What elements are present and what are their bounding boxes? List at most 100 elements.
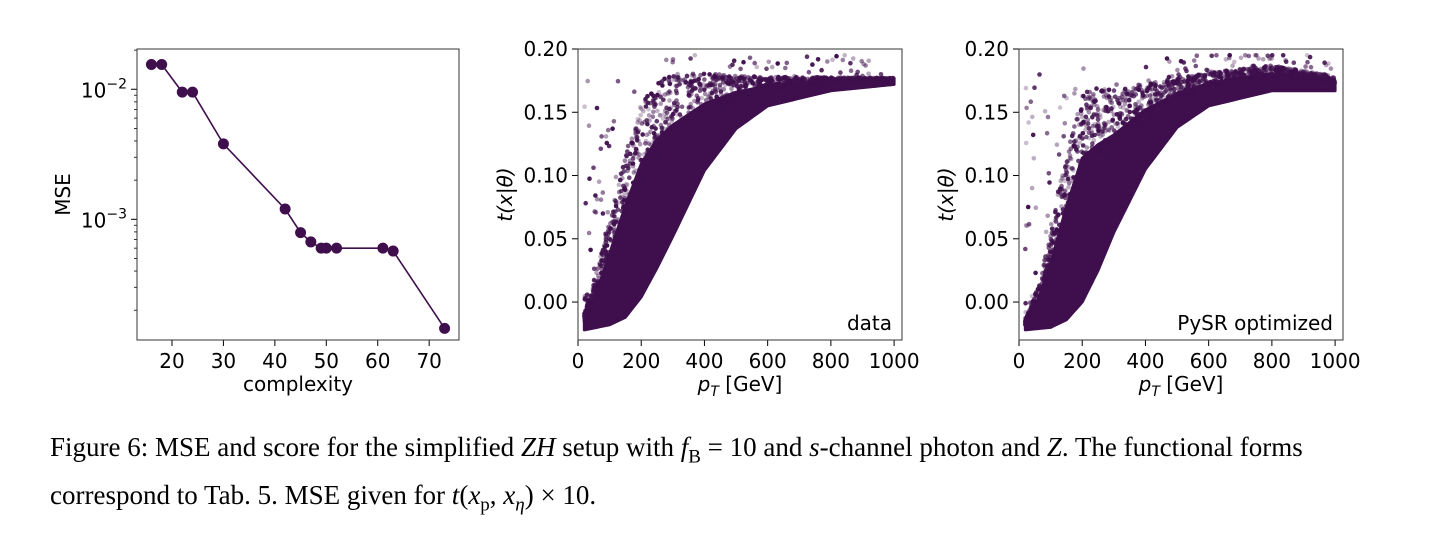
scatter-point bbox=[599, 270, 604, 276]
scatter-point bbox=[1282, 66, 1287, 71]
scatter-point bbox=[1090, 141, 1095, 146]
scatter-point bbox=[651, 99, 657, 104]
scatter-point bbox=[1042, 262, 1047, 267]
scatter-point bbox=[800, 80, 805, 86]
scatter-point bbox=[1044, 130, 1050, 136]
scatter-point bbox=[836, 79, 842, 84]
scatter-point bbox=[1091, 91, 1096, 97]
scatter-point bbox=[1298, 74, 1303, 80]
scatter-point bbox=[695, 96, 701, 101]
scatter-point bbox=[592, 283, 598, 289]
scatter-point bbox=[1140, 93, 1146, 98]
scatter-point bbox=[1231, 70, 1236, 75]
scatter-point bbox=[641, 152, 647, 157]
scatter-point bbox=[737, 86, 743, 91]
scatter-point bbox=[732, 73, 738, 79]
scatter-point bbox=[1086, 96, 1091, 102]
data-point bbox=[279, 203, 291, 215]
scatter-point bbox=[1073, 138, 1078, 143]
scatter-point bbox=[1069, 209, 1074, 214]
scatter-point bbox=[631, 153, 636, 158]
scatter-point bbox=[1238, 55, 1244, 61]
scatter-point bbox=[687, 117, 692, 122]
scatter-point bbox=[586, 309, 591, 314]
scatter-point bbox=[659, 152, 665, 158]
scatter-point bbox=[1192, 77, 1198, 83]
scatter-point bbox=[1084, 89, 1090, 95]
scatter-point bbox=[632, 89, 637, 94]
scatter-point bbox=[596, 320, 602, 325]
scatter-point bbox=[1103, 108, 1108, 113]
scatter-point bbox=[846, 75, 851, 81]
scatter-point bbox=[658, 93, 664, 98]
scatter-point bbox=[1136, 122, 1141, 127]
scatter-point bbox=[636, 178, 642, 184]
scatter-point bbox=[1123, 117, 1128, 122]
scatter-point bbox=[608, 221, 613, 226]
scatter-point bbox=[1086, 126, 1092, 131]
scatter-point bbox=[1157, 84, 1163, 89]
scatter-point bbox=[1148, 113, 1153, 118]
scatter-point bbox=[664, 149, 669, 154]
scatter-point bbox=[645, 100, 651, 106]
scatter-point bbox=[1109, 106, 1114, 111]
x-tick-label: 30 bbox=[211, 349, 236, 373]
scatter-point bbox=[1109, 125, 1114, 130]
scatter-point bbox=[675, 143, 680, 149]
scatter-point bbox=[631, 170, 637, 175]
scatter-point bbox=[631, 143, 636, 149]
scatter-point bbox=[663, 114, 669, 120]
data-point bbox=[305, 236, 317, 248]
scatter-point bbox=[633, 135, 639, 140]
scatter-point bbox=[1028, 99, 1034, 104]
scatter-point bbox=[1085, 121, 1091, 126]
scatter-point bbox=[648, 129, 653, 135]
scatter-point bbox=[1071, 131, 1076, 136]
scatter-point bbox=[1094, 86, 1099, 91]
scatter-point bbox=[1064, 171, 1069, 176]
scatter-point bbox=[712, 87, 718, 92]
scatter-point bbox=[808, 82, 813, 87]
scatter-point bbox=[582, 314, 588, 320]
scatter-point bbox=[785, 75, 790, 81]
scatter-point bbox=[1045, 268, 1051, 273]
scatter-point bbox=[1269, 73, 1274, 79]
scatter-point bbox=[1081, 66, 1086, 71]
scatter-point bbox=[817, 82, 823, 87]
scatter-point bbox=[753, 83, 758, 89]
y-tick-label: 0.15 bbox=[523, 100, 568, 124]
scatter-point bbox=[1221, 80, 1226, 85]
scatter-point bbox=[752, 74, 758, 80]
scatter-point bbox=[608, 237, 613, 242]
scatter-point bbox=[1163, 88, 1169, 93]
scatter-point bbox=[656, 89, 662, 95]
scatter-point bbox=[645, 93, 650, 99]
scatter-point bbox=[1104, 95, 1110, 101]
scatter-point bbox=[653, 126, 658, 131]
scatter-point bbox=[1290, 76, 1295, 81]
scatter-point bbox=[588, 247, 593, 253]
scatter-point bbox=[1290, 69, 1295, 75]
scatter-point bbox=[1053, 215, 1059, 220]
scatter-point bbox=[1229, 68, 1234, 74]
scatter-point bbox=[1077, 174, 1083, 180]
scatter-point bbox=[1117, 95, 1123, 101]
scatter-point bbox=[1195, 88, 1201, 94]
x-tick-label: 400 bbox=[1126, 349, 1164, 373]
scatter-point bbox=[663, 119, 669, 125]
scatter-point bbox=[1077, 140, 1082, 146]
scatter-point bbox=[611, 280, 617, 286]
scatter-point bbox=[1041, 288, 1046, 294]
scatter-point bbox=[1127, 103, 1132, 109]
scatter-point bbox=[758, 89, 764, 94]
scatter-point bbox=[1177, 88, 1182, 93]
scatter-point bbox=[600, 211, 606, 216]
scatter-point bbox=[713, 81, 718, 87]
scatter-point bbox=[1250, 71, 1256, 76]
scatter-point bbox=[588, 301, 594, 306]
scatter-point bbox=[1111, 141, 1117, 147]
scatter-point bbox=[707, 72, 712, 77]
x-tick-label: 1000 bbox=[869, 349, 920, 373]
scatter-point bbox=[1278, 68, 1283, 74]
x-tick-label: 50 bbox=[314, 349, 339, 373]
